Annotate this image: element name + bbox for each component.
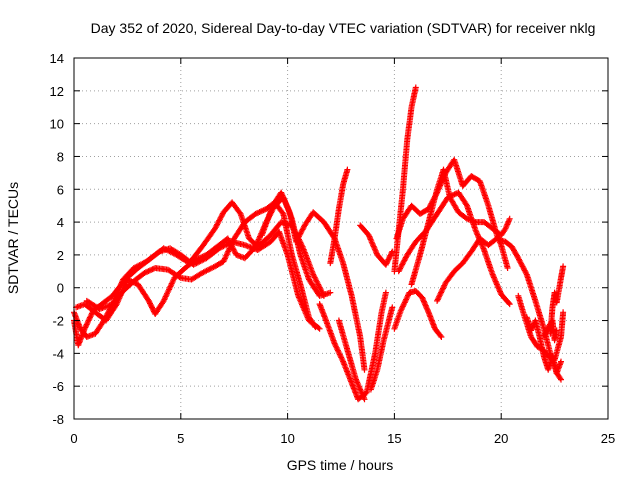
y-tick-label: 2 xyxy=(57,248,64,263)
data-point-marker xyxy=(560,263,567,270)
y-tick-labels: -8 -6 -4 -2 0 2 4 6 8 10 12 14 xyxy=(50,51,64,427)
data-point-marker xyxy=(506,301,513,308)
data-point-marker xyxy=(553,327,560,334)
data-point-marker xyxy=(522,268,529,275)
series-arc-6 xyxy=(327,166,351,267)
data-point-marker xyxy=(560,309,567,316)
x-axis-label: GPS time / hours xyxy=(287,457,394,473)
data-point-marker xyxy=(316,325,323,332)
series-arc-16 xyxy=(434,235,564,383)
data-point-marker xyxy=(505,300,512,306)
data-point-marker xyxy=(506,215,513,222)
y-tick-label: 0 xyxy=(57,281,64,296)
series-arc-7 xyxy=(316,289,389,403)
y-tick-label: 10 xyxy=(50,117,64,132)
data-point-marker xyxy=(412,84,419,91)
series-arc-20 xyxy=(547,263,567,337)
plot-border xyxy=(73,57,609,420)
y-tick-label: -6 xyxy=(52,379,64,394)
data-point-marker xyxy=(463,201,470,208)
data-series xyxy=(71,84,567,403)
series-arc-18 xyxy=(523,314,564,377)
data-point-marker xyxy=(558,376,564,383)
data-point-marker xyxy=(387,252,394,259)
series-arc-12 xyxy=(391,288,445,340)
y-tick-label: 6 xyxy=(57,182,64,197)
series-arc-5 xyxy=(259,189,368,373)
y-tick-label: 8 xyxy=(57,149,64,164)
data-point-marker xyxy=(141,270,148,276)
data-point-marker xyxy=(558,358,564,365)
data-point-marker xyxy=(382,289,389,296)
data-point-marker xyxy=(361,366,368,373)
x-tick-labels: 0 5 10 15 20 25 xyxy=(70,431,615,446)
data-point-marker xyxy=(438,334,445,340)
data-point-marker xyxy=(312,324,319,331)
chart-title: Day 352 of 2020, Sidereal Day-to-day VTE… xyxy=(91,20,596,36)
data-point-marker xyxy=(361,396,368,403)
axes-frame xyxy=(73,57,609,420)
y-tick-label: -4 xyxy=(52,346,64,361)
series-arc-10 xyxy=(367,304,396,393)
x-tick-label: 15 xyxy=(387,431,401,446)
data-point-marker xyxy=(176,274,183,281)
data-point-marker xyxy=(279,209,286,216)
series-arc-8 xyxy=(335,317,368,403)
data-point-marker xyxy=(327,289,334,296)
data-point-marker xyxy=(557,375,564,382)
data-point-marker xyxy=(344,166,351,173)
data-point-marker xyxy=(389,304,396,311)
y-tick-label: 14 xyxy=(50,51,64,66)
series-arc-4 xyxy=(83,199,319,331)
data-point-marker xyxy=(504,265,511,271)
data-point-marker xyxy=(311,322,318,329)
x-tick-label: 25 xyxy=(601,431,615,446)
x-tick-label: 20 xyxy=(494,431,508,446)
y-axis-label: SDTVAR / TECUs xyxy=(5,182,21,294)
data-point-marker xyxy=(315,324,322,331)
y-tick-label: 4 xyxy=(57,215,64,230)
data-point-marker xyxy=(389,248,396,255)
x-tick-label: 10 xyxy=(280,431,294,446)
y-tick-label: -8 xyxy=(52,412,64,427)
series-arc-15 xyxy=(408,166,513,288)
x-tick-label: 5 xyxy=(177,431,184,446)
y-tick-label: -2 xyxy=(52,314,64,329)
series-arc-9 xyxy=(357,222,396,268)
y-tick-label: 12 xyxy=(50,84,64,99)
data-point-marker xyxy=(437,332,444,339)
x-tick-label: 0 xyxy=(70,431,77,446)
